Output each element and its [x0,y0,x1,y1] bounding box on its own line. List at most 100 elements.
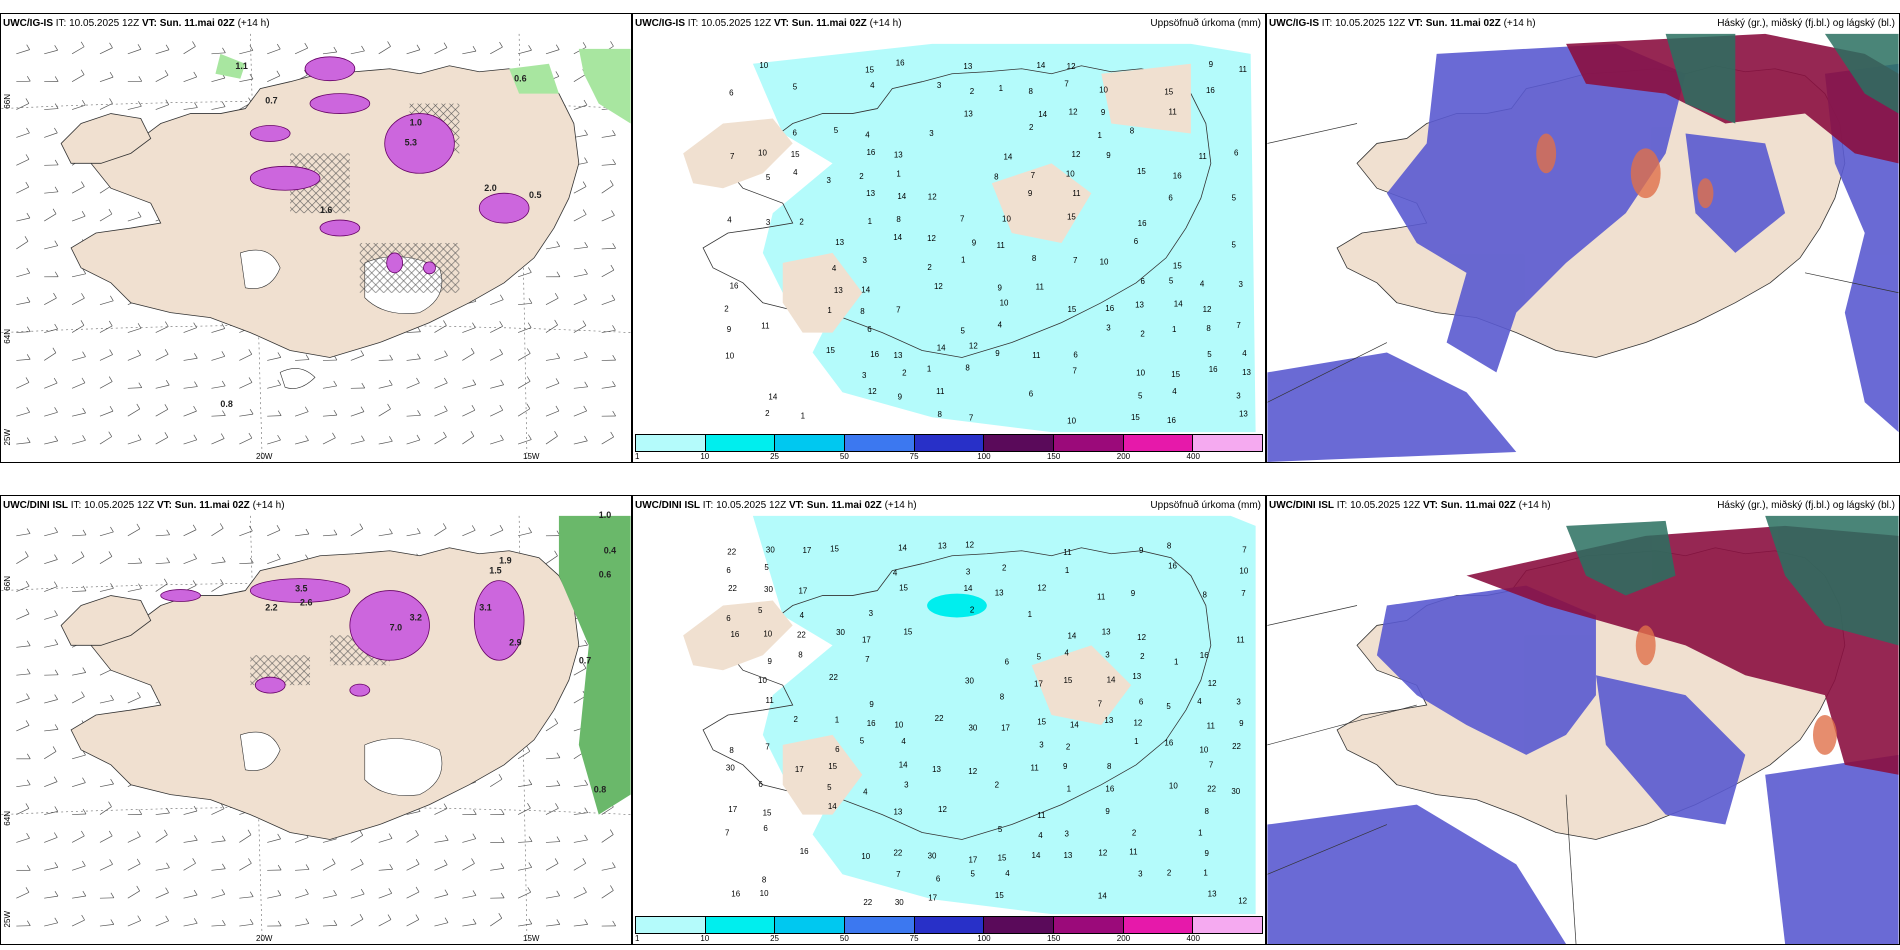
wind-barb-feather [526,746,531,752]
wind-barb-feather [612,354,616,361]
precip-value-label: 13 [1132,672,1141,681]
precip-value-label: 16 [1105,304,1114,313]
wind-barb [16,301,31,306]
wind-barb-feather [443,431,447,438]
precip-value-label: 30 [969,724,978,733]
precip-rate-label: 1.0 [410,118,422,128]
wind-barb [545,863,559,871]
precip-value-label: 13 [1135,301,1144,310]
precip-value-label: 9 [1139,546,1144,555]
wind-barb-feather [164,70,169,76]
wind-barb-feather [136,523,141,530]
colorbar-label: 10 [700,934,710,943]
wind-barb [16,725,30,732]
wind-barb-feather [80,69,85,75]
wind-barb-feather [194,381,198,387]
wind-barb-feather [304,406,309,412]
wind-barb [16,673,31,676]
wind-barb [490,46,503,55]
wind-barb [378,46,391,55]
precip-value-label: 7 [865,655,870,664]
precip-value-label: 22 [797,630,806,639]
precip-value-label: 1 [896,169,901,178]
wind-barb [155,562,170,565]
wind-barb-feather [109,349,113,355]
wind-barb [573,862,586,871]
wind-barb [16,613,30,620]
wind-barb [517,327,532,333]
wind-barb [378,919,392,927]
wind-barb [72,895,86,899]
wind-barb [16,358,31,361]
wind-barb [601,134,616,138]
precip-value-label: 5 [827,783,832,792]
precip-value-label: 8 [896,215,901,224]
wind-barb [517,353,531,361]
wind-barb [434,325,447,333]
precip-rate-label: 7.0 [390,622,402,632]
wind-barb-feather [582,858,587,864]
wind-barb-feather [166,807,170,814]
wind-barb-feather [109,71,114,78]
iceland-land [702,547,1212,840]
wind-barb-feather [443,803,448,809]
model-name: UWC/IG-IS [635,18,685,29]
wind-barb-feather [500,434,504,441]
precip-value-label: 4 [901,737,906,746]
wind-barb [406,49,421,55]
wind-barb-feather [499,294,504,300]
wind-barb [127,105,142,110]
wind-barb-feather [361,382,366,389]
precip-value-label: 3 [937,81,942,90]
wind-barb-feather [584,381,588,388]
wind-barb-feather [528,267,532,273]
wind-barb-feather [389,354,393,361]
wind-barb-feather [499,321,503,327]
wind-barb [601,163,616,166]
precip-value-label: 15 [1131,413,1140,422]
cyan-precip-area [752,515,1256,915]
colorbar-label: 400 [1186,452,1200,461]
wind-barb [71,754,86,760]
wind-barb-feather [528,862,533,868]
wind-barb-feather [612,325,616,331]
wind-barb-feather [248,349,253,355]
wind-barb-feather [108,376,113,382]
borders [1267,605,1577,944]
precip-value-label: 9 [1131,589,1136,598]
precip-value-label: 9 [997,283,1002,292]
wind-barb-feather [81,211,86,217]
wind-barb [406,532,421,537]
wind-barb-feather [472,809,477,815]
precip-rate-label: 0.8 [220,399,232,409]
wind-barb [211,808,225,815]
precip-value-label: 17 [802,546,811,555]
wind-barb [44,895,59,899]
wind-barb-feather [26,267,31,274]
wind-barb-feather [443,42,448,48]
precip-value-label: 8 [1000,692,1005,701]
wind-barb [267,384,281,389]
wind-barb [518,784,532,788]
colorbar-cell [1054,435,1124,451]
precip-value-label: 13 [963,62,972,71]
wind-barb [378,533,393,537]
wind-barb-feather [610,264,615,271]
precip-value-label: 14 [897,192,906,201]
valid-time: VT: Sun. 11.mai 02Z [788,500,882,511]
wind-barb-feather [138,382,143,388]
precip-rate-label: 0.7 [579,655,591,665]
wind-barb [517,272,532,278]
wind-barb-feather [610,885,614,891]
precip-value-label: 10 [861,852,870,861]
precip-value-label: 22 [1207,784,1216,793]
precip-value-label: 10 [1100,257,1109,266]
precip-rate-label: 1.6 [320,205,332,215]
precip-value-label: 4 [865,130,870,139]
wind-barb [127,48,142,55]
precip-value-label: 7 [896,870,901,879]
wind-barb [155,353,169,361]
precip-value-label: 2 [902,368,907,377]
precip-value-label: 7 [1072,366,1077,375]
wind-barb-feather [137,323,142,329]
